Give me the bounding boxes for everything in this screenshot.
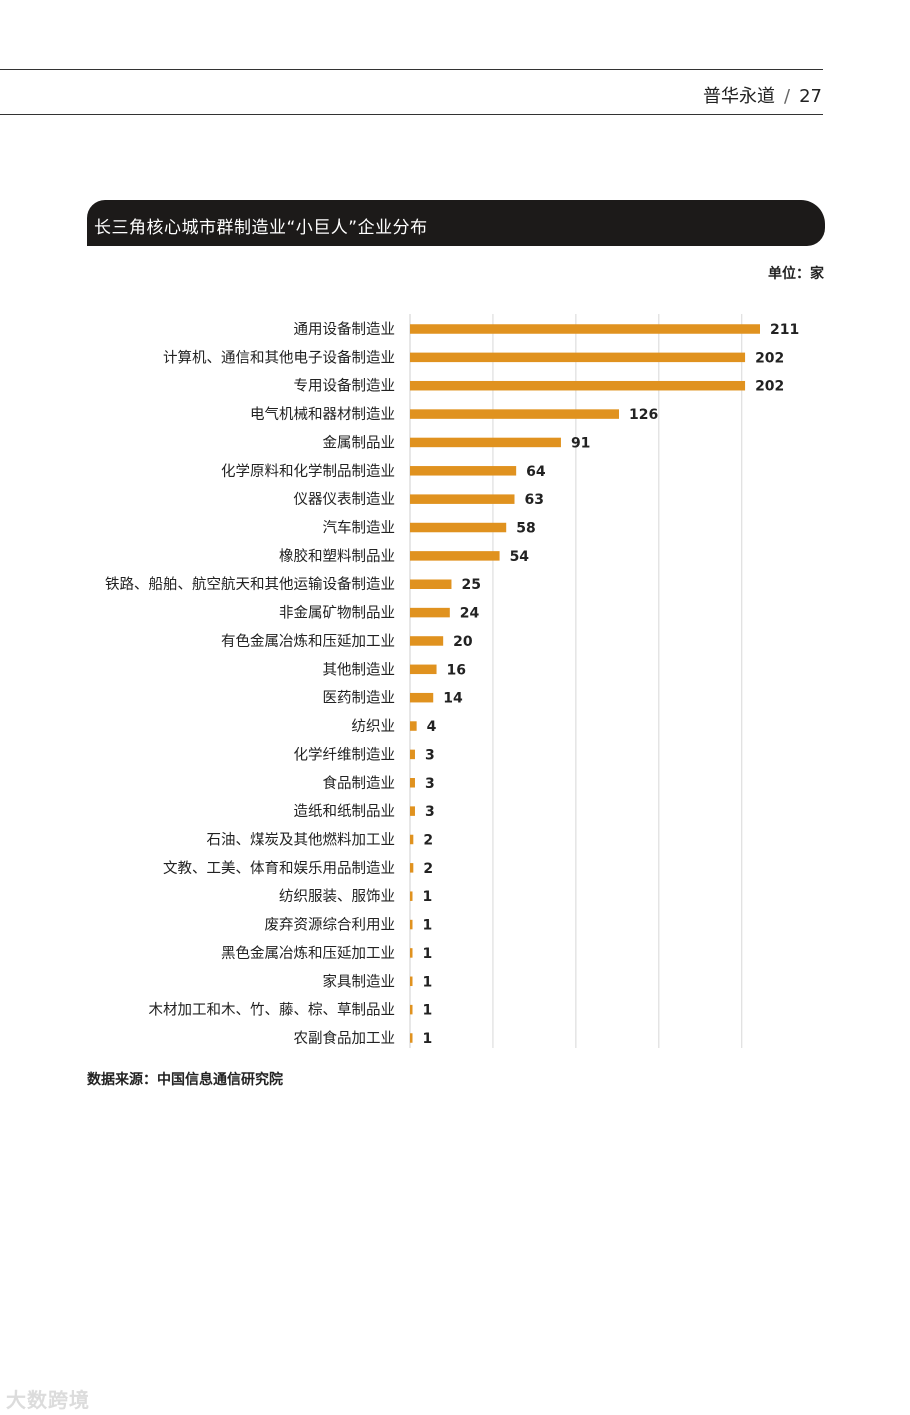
category-label-14: 纺织业 [352, 718, 396, 735]
bar-1 [410, 352, 746, 363]
value-label-25: 1 [423, 1031, 433, 1047]
value-label-16: 3 [425, 776, 435, 792]
category-label-25: 农副食品加工业 [294, 1030, 396, 1047]
value-label-4: 91 [571, 435, 590, 451]
bar-15 [410, 749, 415, 760]
bar-3 [410, 409, 620, 419]
bar-0 [410, 324, 760, 334]
category-label-12: 其他制造业 [323, 661, 396, 678]
category-label-6: 仪器仪表制造业 [294, 491, 396, 508]
bar-23 [410, 976, 413, 987]
data-source: 数据来源：中国信息通信研究院 [87, 1072, 283, 1088]
value-label-22: 1 [423, 946, 433, 962]
bar-2 [410, 380, 746, 391]
bar-18 [410, 834, 414, 845]
value-label-23: 1 [423, 974, 433, 990]
category-label-13: 医药制造业 [323, 690, 396, 707]
page-number: 27 [799, 86, 822, 107]
bar-9 [410, 579, 452, 589]
bar-25 [410, 1033, 413, 1043]
category-label-15: 化学纤维制造业 [294, 746, 396, 763]
value-label-9: 25 [461, 577, 480, 593]
category-label-16: 食品制造业 [323, 775, 396, 792]
category-label-17: 造纸和纸制品业 [294, 803, 396, 820]
value-label-8: 54 [510, 549, 530, 565]
category-label-20: 纺织服装、服饰业 [279, 888, 395, 905]
page-header: 普华永道 / 27 [703, 82, 822, 108]
category-label-10: 非金属矿物制品业 [279, 605, 395, 622]
value-label-10: 24 [460, 606, 480, 622]
value-label-18: 2 [423, 832, 433, 848]
bar-5 [410, 466, 517, 476]
bar-24 [410, 1004, 413, 1015]
category-label-21: 废弃资源综合利用业 [265, 917, 396, 934]
value-label-19: 2 [423, 861, 433, 877]
value-label-1: 202 [755, 350, 784, 366]
category-label-9: 铁路、船舶、航空航天和其他运输设备制造业 [105, 576, 395, 593]
bar-12 [410, 664, 437, 675]
bar-4 [410, 437, 561, 448]
category-label-18: 石油、煤炭及其他燃料加工业 [207, 830, 396, 848]
category-label-1: 计算机、通信和其他电子设备制造业 [163, 349, 395, 366]
category-label-3: 电气机械和器材制造业 [250, 406, 395, 423]
value-label-21: 1 [423, 918, 433, 934]
header-rule-bottom [0, 114, 823, 115]
value-label-20: 1 [423, 889, 433, 905]
unit-label: 单位：家 [768, 266, 824, 282]
bar-16 [410, 778, 415, 788]
category-label-19: 文教、工美、体育和娱乐用品制造业 [163, 860, 395, 877]
value-label-13: 14 [443, 691, 463, 707]
bar-8 [410, 551, 500, 561]
value-label-3: 126 [629, 407, 658, 423]
publisher-name: 普华永道 [703, 86, 776, 107]
bar-7 [410, 522, 507, 533]
figure-title-bar: 长三角核心城市群制造业“小巨人”企业分布 [87, 200, 825, 246]
value-label-24: 1 [423, 1003, 433, 1019]
bar-14 [410, 721, 417, 731]
bar-11 [410, 636, 444, 646]
category-label-24: 木材加工和木、竹、藤、棕、草制品业 [149, 1002, 396, 1019]
value-label-14: 4 [427, 719, 437, 735]
category-label-5: 化学原料和化学制品制造业 [221, 463, 395, 480]
category-label-23: 家具制造业 [323, 973, 396, 990]
value-label-7: 58 [516, 521, 535, 537]
bar-22 [410, 948, 413, 958]
bar-19 [410, 863, 414, 873]
category-label-0: 通用设备制造业 [294, 321, 396, 338]
figure-title: 长三角核心城市群制造业“小巨人”企业分布 [94, 218, 428, 238]
bar-20 [410, 891, 413, 901]
value-label-2: 202 [755, 379, 784, 395]
bar-10 [410, 607, 450, 618]
header-separator: / [784, 86, 791, 107]
bar-17 [410, 806, 415, 816]
bar-6 [410, 494, 515, 504]
category-label-22: 黑色金属冶炼和压延加工业 [221, 945, 395, 962]
watermark: 大数跨境 [6, 1388, 90, 1412]
value-label-11: 20 [453, 634, 473, 650]
bar-21 [410, 919, 413, 930]
category-label-2: 专用设备制造业 [294, 378, 396, 395]
value-label-12: 16 [447, 662, 466, 678]
value-label-6: 63 [525, 492, 544, 508]
value-label-0: 211 [770, 322, 799, 338]
category-label-8: 橡胶和塑料制品业 [279, 548, 395, 565]
category-label-7: 汽车制造业 [323, 520, 396, 537]
value-label-5: 64 [526, 464, 546, 480]
bar-13 [410, 692, 434, 703]
value-label-17: 3 [425, 804, 435, 820]
header-rule-top [0, 69, 823, 70]
category-label-11: 有色金属冶炼和压延加工业 [221, 633, 395, 650]
value-label-15: 3 [425, 747, 435, 763]
category-label-4: 金属制品业 [323, 434, 396, 451]
